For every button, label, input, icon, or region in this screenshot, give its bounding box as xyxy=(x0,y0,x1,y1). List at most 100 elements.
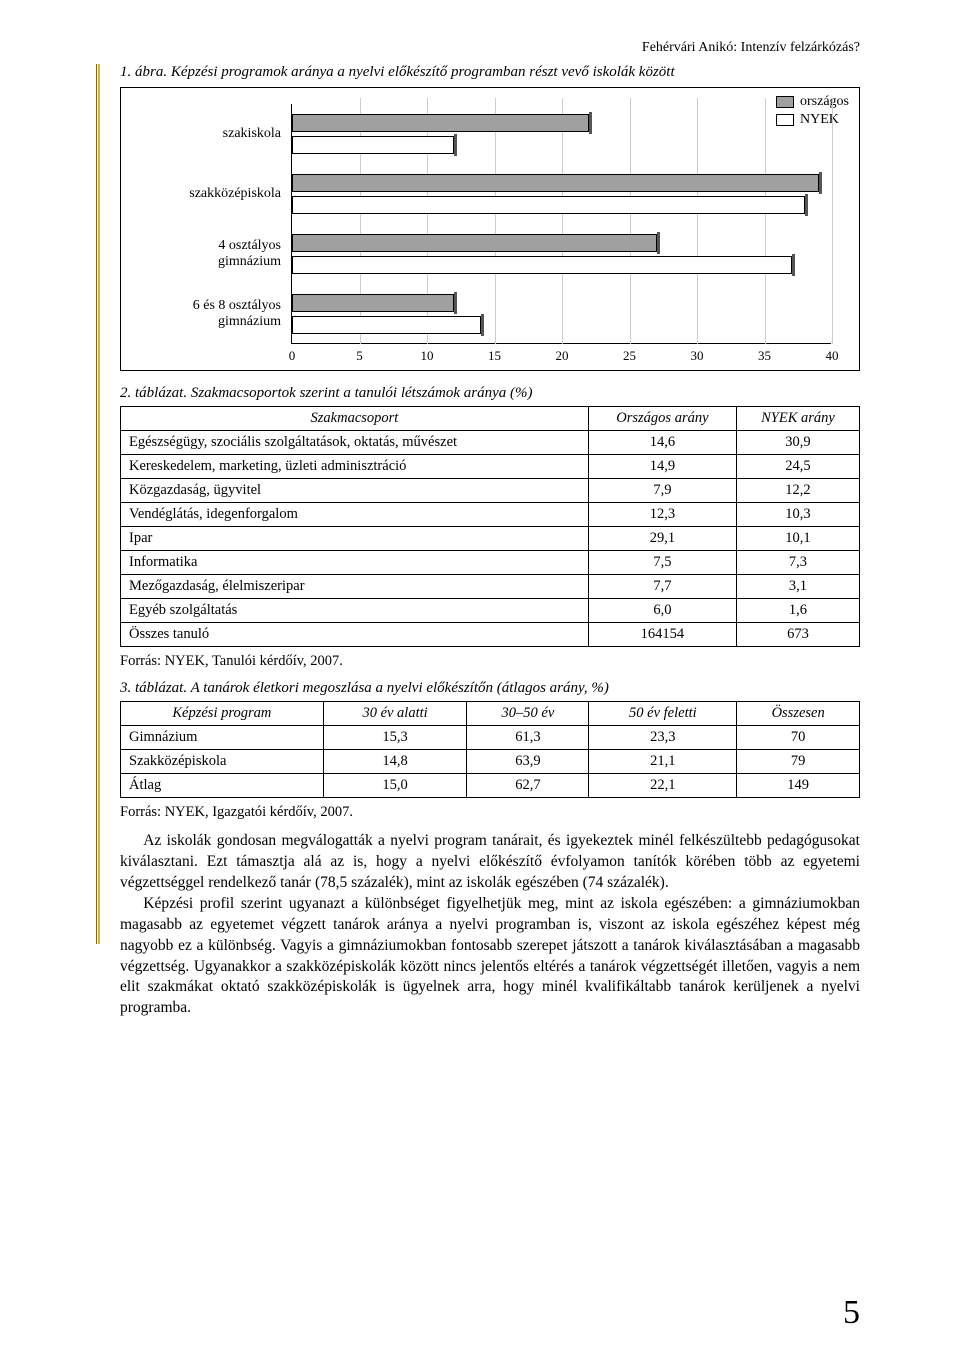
table-cell: 3,1 xyxy=(736,575,859,599)
table-cell: Kereskedelem, marketing, üzleti adminisz… xyxy=(121,455,589,479)
chart-gridline xyxy=(765,98,766,344)
chart-bar-cap xyxy=(454,134,457,156)
chart-gridline xyxy=(562,98,563,344)
table-cell: 12,2 xyxy=(736,479,859,503)
table-cell: 29,1 xyxy=(588,527,736,551)
table2-caption: 2. táblázat. Szakmacsoportok szerint a t… xyxy=(120,385,860,402)
chart-xtick-label: 0 xyxy=(289,348,296,364)
chart-bar-orszagos xyxy=(292,234,657,252)
chart-bar-nyek xyxy=(292,256,792,274)
table-cell: 70 xyxy=(737,726,860,750)
table-row: Átlag15,062,722,1149 xyxy=(121,774,860,798)
chart-bar-nyek xyxy=(292,196,805,214)
table-cell: 164154 xyxy=(588,623,736,647)
table-row: Összes tanuló164154673 xyxy=(121,623,860,647)
body-text: Az iskolák gondosan megválogatták a nyel… xyxy=(120,831,860,1019)
table-cell: 149 xyxy=(737,774,860,798)
chart-bar-cap xyxy=(589,112,592,134)
table-cell: 63,9 xyxy=(467,750,589,774)
chart-bar-cap xyxy=(819,172,822,194)
table-header-cell: NYEK arány xyxy=(736,407,859,431)
chart-xtick-label: 20 xyxy=(556,348,569,364)
chart-xtick-label: 15 xyxy=(488,348,501,364)
table-row: Egészségügy, szociális szolgáltatások, o… xyxy=(121,431,860,455)
table-cell: 1,6 xyxy=(736,599,859,623)
table-cell: 79 xyxy=(737,750,860,774)
header-author-line: Fehérvári Anikó: Intenzív felzárkózás? xyxy=(120,40,860,56)
chart-xtick-label: 10 xyxy=(421,348,434,364)
table-header-cell: Képzési program xyxy=(121,702,324,726)
table-cell: Egyéb szolgáltatás xyxy=(121,599,589,623)
table-row: Közgazdaság, ügyvitel7,912,2 xyxy=(121,479,860,503)
table-cell: 62,7 xyxy=(467,774,589,798)
chart-bar-cap xyxy=(454,292,457,314)
table-cell: 12,3 xyxy=(588,503,736,527)
table-row: Egyéb szolgáltatás6,01,6 xyxy=(121,599,860,623)
table-cell: Ipar xyxy=(121,527,589,551)
table-row: Mezőgazdaság, élelmiszeripar7,73,1 xyxy=(121,575,860,599)
table-cell: 10,1 xyxy=(736,527,859,551)
table-cell: 61,3 xyxy=(467,726,589,750)
page-content: Fehérvári Anikó: Intenzív felzárkózás? 1… xyxy=(0,0,960,1059)
chart-bar-cap xyxy=(657,232,660,254)
table-row: Kereskedelem, marketing, üzleti adminisz… xyxy=(121,455,860,479)
table-cell: 15,3 xyxy=(323,726,467,750)
body-paragraph-1: Az iskolák gondosan megválogatták a nyel… xyxy=(120,831,860,894)
table-cell: Összes tanuló xyxy=(121,623,589,647)
chart-category-label: szakközépiskola xyxy=(131,164,281,224)
table-row: Gimnázium15,361,323,370 xyxy=(121,726,860,750)
table-cell: 6,0 xyxy=(588,599,736,623)
chart-xtick-label: 30 xyxy=(691,348,704,364)
chart-category-label: szakiskola xyxy=(131,104,281,164)
table-header-cell: Szakmacsoport xyxy=(121,407,589,431)
table-cell: Egészségügy, szociális szolgáltatások, o… xyxy=(121,431,589,455)
table-cell: Gimnázium xyxy=(121,726,324,750)
table-row: Informatika7,57,3 xyxy=(121,551,860,575)
table3-source: Forrás: NYEK, Igazgatói kérdőív, 2007. xyxy=(120,804,860,821)
chart-category-label: 4 osztályosgimnázium xyxy=(131,224,281,284)
table-cell: Vendéglátás, idegenforgalom xyxy=(121,503,589,527)
table-cell: Mezőgazdaság, élelmiszeripar xyxy=(121,575,589,599)
table-cell: 15,0 xyxy=(323,774,467,798)
chart-bar-orszagos xyxy=(292,114,589,132)
chart-bar-nyek xyxy=(292,136,454,154)
table-cell: Közgazdaság, ügyvitel xyxy=(121,479,589,503)
table-cell: 22,1 xyxy=(589,774,737,798)
figure1-chart: országos NYEK szakiskolaszakközépiskola4… xyxy=(120,87,860,371)
table-cell: 14,6 xyxy=(588,431,736,455)
table2: SzakmacsoportOrszágos arányNYEK arányEgé… xyxy=(120,406,860,647)
table-row: Szakközépiskola14,863,921,179 xyxy=(121,750,860,774)
table-header-cell: Összesen xyxy=(737,702,860,726)
table2-source: Forrás: NYEK, Tanulói kérdőív, 2007. xyxy=(120,653,860,670)
table-header-cell: 30 év alatti xyxy=(323,702,467,726)
page-number: 5 xyxy=(843,1294,860,1332)
chart-xtick-label: 25 xyxy=(623,348,636,364)
table-header-cell: 30–50 év xyxy=(467,702,589,726)
table-cell: 10,3 xyxy=(736,503,859,527)
table-cell: 23,3 xyxy=(589,726,737,750)
table-row: Ipar29,110,1 xyxy=(121,527,860,551)
table3: Képzési program30 év alatti30–50 év50 év… xyxy=(120,701,860,798)
chart-category-label: 6 és 8 osztályosgimnázium xyxy=(131,284,281,344)
table-cell: 14,8 xyxy=(323,750,467,774)
chart-xtick-label: 40 xyxy=(826,348,839,364)
chart-gridline xyxy=(630,98,631,344)
chart-gridline xyxy=(697,98,698,344)
table-row: Vendéglátás, idegenforgalom12,310,3 xyxy=(121,503,860,527)
table-cell: 673 xyxy=(736,623,859,647)
chart-bar-nyek xyxy=(292,316,481,334)
chart-gridline xyxy=(832,98,833,344)
table-cell: Átlag xyxy=(121,774,324,798)
chart-bar-cap xyxy=(792,254,795,276)
table-cell: 7,5 xyxy=(588,551,736,575)
chart-xtick-label: 35 xyxy=(758,348,771,364)
chart-bar-cap xyxy=(805,194,808,216)
chart-bar-orszagos xyxy=(292,294,454,312)
table-cell: 21,1 xyxy=(589,750,737,774)
table-cell: 14,9 xyxy=(588,455,736,479)
table-header-cell: 50 év feletti xyxy=(589,702,737,726)
table-cell: 7,9 xyxy=(588,479,736,503)
chart-y-labels: szakiskolaszakközépiskola4 osztályosgimn… xyxy=(131,104,291,364)
table-cell: Szakközépiskola xyxy=(121,750,324,774)
table-cell: 7,3 xyxy=(736,551,859,575)
